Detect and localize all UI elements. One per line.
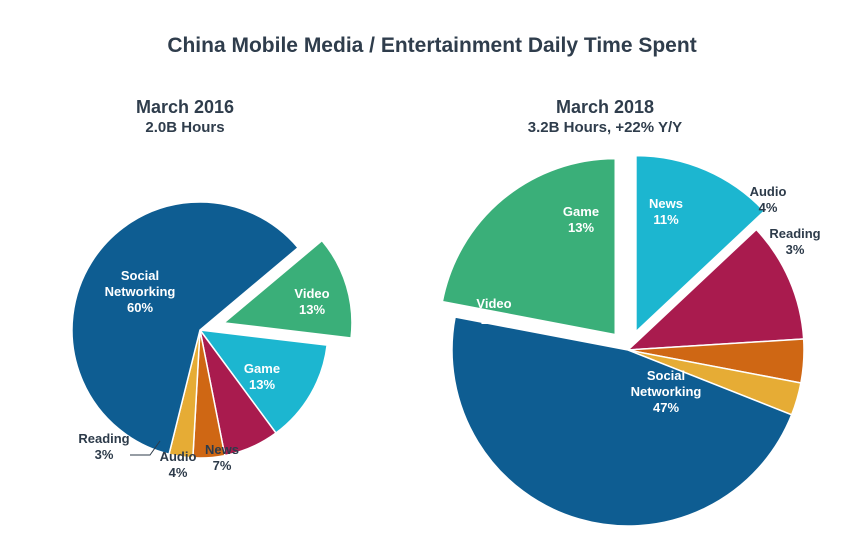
slice-name-video: Video — [294, 286, 329, 301]
chart-subtitle-2016: 2.0B Hours — [145, 119, 225, 136]
chart-title-2018: March 2018 — [555, 97, 655, 117]
slice-label-reading: Reading 3% — [78, 431, 129, 462]
slice-value-game: 13% — [249, 377, 275, 392]
pie-chart-2016: Video 13%Game 13%News 7%Audio 4%Reading 3%Soc… — [71, 201, 353, 480]
slice-value-audio: 4% — [169, 465, 188, 480]
slice-label-game: Game 13% — [563, 204, 599, 235]
slice-name-reading: Reading — [769, 226, 820, 241]
slice-label-social-networking: Social Networking 60% — [105, 268, 176, 315]
slice-name-audio: Audio — [750, 184, 787, 199]
leader-line-reading — [130, 440, 161, 456]
slice-name-audio: Audio — [160, 449, 197, 464]
pie-slice-game — [635, 154, 766, 334]
pie-slice-social-networking — [451, 316, 793, 527]
chart-subtitle-2018: 3.2B Hours, +22% Y/Y — [527, 119, 683, 136]
pie-slice-video — [222, 239, 353, 339]
slice-value-social-networking: 60% — [127, 300, 153, 315]
slice-value-audio: 4% — [759, 200, 778, 215]
pie-slice-game — [198, 329, 328, 435]
slice-label-reading: Reading 3% — [769, 226, 820, 257]
slice-name-game: Game — [563, 204, 599, 219]
slice-label-social-networking: Social Networking 47% — [631, 368, 702, 415]
slice-label-news: News 7% — [205, 442, 239, 473]
pie-slice-social-networking — [71, 201, 300, 456]
slice-value-video: 13% — [299, 302, 325, 317]
slice-value-news: 7% — [213, 458, 232, 473]
chart-header-2018: March 2018 3.2B Hours, +22% Y/Y — [470, 96, 740, 138]
slice-value-social-networking: 47% — [653, 400, 679, 415]
slice-name-game: Game — [244, 361, 280, 376]
slice-label-video: Video 22% — [476, 296, 511, 327]
slice-value-reading: 3% — [95, 447, 114, 462]
slice-name-news: News — [649, 196, 683, 211]
slice-label-game: Game 13% — [244, 361, 280, 392]
slice-name-social-networking: Social — [121, 268, 159, 283]
slice-name-social-networking: Networking — [105, 284, 176, 299]
slice-name-social-networking: Networking — [631, 384, 702, 399]
pie-slice-video — [441, 157, 617, 336]
slice-label-audio: Audio 4% — [750, 184, 787, 215]
slice-label-audio: Audio 4% — [160, 449, 197, 480]
slice-value-reading: 3% — [786, 242, 805, 257]
page-title: China Mobile Media / Entertainment Daily… — [167, 34, 697, 57]
slice-name-reading: Reading — [78, 431, 129, 446]
chart-title-2016: March 2016 — [135, 97, 235, 117]
chart-header-2016: March 2016 2.0B Hours — [100, 96, 270, 138]
slice-label-video: Video 13% — [294, 286, 329, 317]
slice-value-video: 22% — [481, 312, 507, 327]
slice-name-news: News — [205, 442, 239, 457]
slice-name-social-networking: Social — [647, 368, 685, 383]
slice-value-news: 11% — [653, 212, 679, 227]
pie-chart-2018: Game 13% News 11% Audio 4% Reading 3% Social Netw… — [441, 154, 821, 527]
slice-name-video: Video — [476, 296, 511, 311]
slice-value-game: 13% — [568, 220, 594, 235]
pie-slice-news — [625, 228, 805, 351]
slice-label-news: News 11% — [649, 196, 683, 227]
